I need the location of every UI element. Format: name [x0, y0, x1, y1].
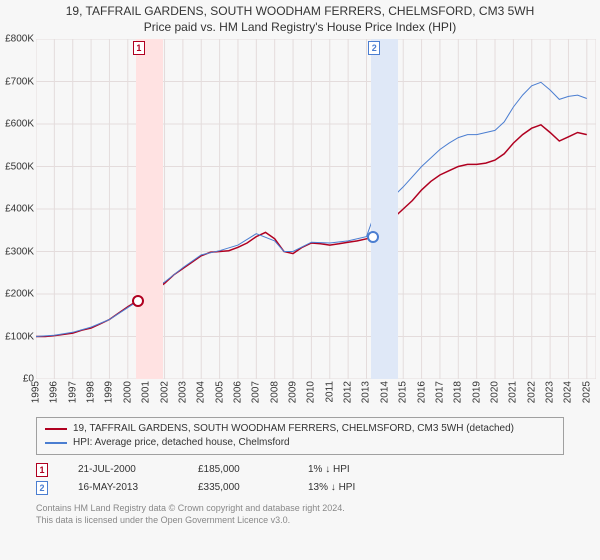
sale-highlight-band [136, 39, 163, 379]
x-tick-label: 2002 [159, 381, 170, 403]
event-pct-1: 1% ↓ HPI [308, 461, 398, 479]
x-tick-label: 2021 [508, 381, 519, 403]
y-axis: £0£100K£200K£300K£400K£500K£600K£700K£80… [0, 39, 34, 379]
y-tick-label: £300K [0, 246, 34, 257]
x-tick-label: 2015 [398, 381, 409, 403]
x-tick-label: 2018 [453, 381, 464, 403]
sale-marker-num: 1 [133, 41, 145, 55]
x-tick-label: 2004 [196, 381, 207, 403]
legend: 19, TAFFRAIL GARDENS, SOUTH WOODHAM FERR… [36, 417, 564, 455]
x-tick-label: 2006 [232, 381, 243, 403]
x-tick-label: 2019 [471, 381, 482, 403]
event-date-1: 21-JUL-2000 [78, 461, 168, 479]
x-tick-label: 1998 [86, 381, 97, 403]
x-tick-label: 1999 [104, 381, 115, 403]
y-tick-label: £0 [0, 374, 34, 385]
x-tick-label: 2024 [563, 381, 574, 403]
x-tick-label: 2025 [581, 381, 592, 403]
legend-swatch-hpi [45, 442, 67, 444]
legend-swatch-property [45, 428, 67, 430]
sale-marker-num: 2 [368, 41, 380, 55]
legend-label-hpi: HPI: Average price, detached house, Chel… [73, 436, 290, 450]
x-tick-label: 1995 [31, 381, 42, 403]
y-tick-label: £700K [0, 76, 34, 87]
event-row-2: 2 16-MAY-2013 £335,000 13% ↓ HPI [36, 479, 564, 497]
x-tick-label: 2008 [269, 381, 280, 403]
x-tick-label: 2014 [379, 381, 390, 403]
event-pct-2: 13% ↓ HPI [308, 479, 398, 497]
sale-point-marker [367, 231, 379, 243]
x-tick-label: 2005 [214, 381, 225, 403]
x-tick-label: 2013 [361, 381, 372, 403]
sale-point-marker [132, 295, 144, 307]
y-tick-label: £600K [0, 119, 34, 130]
x-tick-label: 2009 [288, 381, 299, 403]
sale-highlight-band [371, 39, 398, 379]
legend-row-property: 19, TAFFRAIL GARDENS, SOUTH WOODHAM FERR… [45, 422, 555, 436]
title-address: 19, TAFFRAIL GARDENS, SOUTH WOODHAM FERR… [0, 4, 600, 20]
x-tick-label: 2023 [545, 381, 556, 403]
event-price-2: £335,000 [198, 479, 278, 497]
x-axis: 1995199619971998199920002001200220032004… [36, 379, 596, 413]
event-price-1: £185,000 [198, 461, 278, 479]
x-tick-label: 1996 [49, 381, 60, 403]
footnote: Contains HM Land Registry data © Crown c… [36, 503, 564, 526]
chart-area: £0£100K£200K£300K£400K£500K£600K£700K£80… [36, 39, 596, 413]
event-row-1: 1 21-JUL-2000 £185,000 1% ↓ HPI [36, 461, 564, 479]
y-tick-label: £500K [0, 161, 34, 172]
legend-row-hpi: HPI: Average price, detached house, Chel… [45, 436, 555, 450]
event-date-2: 16-MAY-2013 [78, 479, 168, 497]
sale-events-table: 1 21-JUL-2000 £185,000 1% ↓ HPI 2 16-MAY… [36, 461, 564, 497]
x-tick-label: 2007 [251, 381, 262, 403]
x-tick-label: 2022 [526, 381, 537, 403]
x-tick-label: 2010 [306, 381, 317, 403]
y-tick-label: £100K [0, 331, 34, 342]
y-tick-label: £200K [0, 289, 34, 300]
chart-title: 19, TAFFRAIL GARDENS, SOUTH WOODHAM FERR… [0, 0, 600, 35]
legend-label-property: 19, TAFFRAIL GARDENS, SOUTH WOODHAM FERR… [73, 422, 514, 436]
y-tick-label: £800K [0, 34, 34, 45]
x-tick-label: 2001 [141, 381, 152, 403]
title-subtitle: Price paid vs. HM Land Registry's House … [0, 20, 600, 36]
x-tick-label: 2016 [416, 381, 427, 403]
footnote-line1: Contains HM Land Registry data © Crown c… [36, 503, 564, 515]
x-tick-label: 2003 [177, 381, 188, 403]
footnote-line2: This data is licensed under the Open Gov… [36, 515, 564, 527]
event-marker-1: 1 [36, 463, 48, 477]
x-tick-label: 2020 [490, 381, 501, 403]
chart-svg [36, 39, 596, 379]
y-tick-label: £400K [0, 204, 34, 215]
x-tick-label: 1997 [67, 381, 78, 403]
x-tick-label: 2000 [122, 381, 133, 403]
x-tick-label: 2012 [343, 381, 354, 403]
x-tick-label: 2017 [434, 381, 445, 403]
x-tick-label: 2011 [324, 381, 335, 403]
event-marker-2: 2 [36, 481, 48, 495]
